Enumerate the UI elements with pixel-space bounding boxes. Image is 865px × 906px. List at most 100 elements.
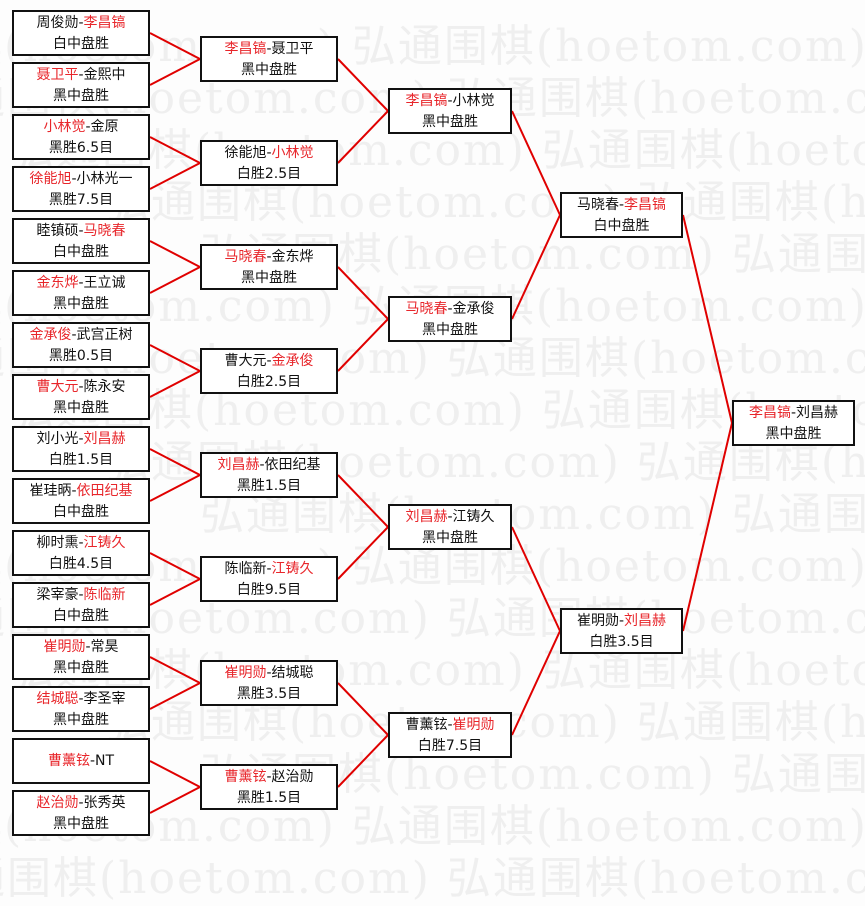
player-name: 金承俊 (452, 301, 495, 317)
player-name: 依田纪基 (264, 457, 321, 473)
match-box-round-1: 柳时熏-江铸久 白胜4.5目 (12, 530, 150, 576)
separator: - (447, 301, 453, 317)
connector-line (682, 422, 733, 632)
match-result: 黑胜1.5目 (236, 790, 302, 806)
match-box-round-1: 刘小光-刘昌赫 白胜1.5目 (12, 426, 150, 472)
match-box-round-5: 李昌镐-刘昌赫黑中盘胜 (732, 400, 855, 446)
watermark-text: 弘通围棋(hoetom.com) 弘通围棋(hoetom.com) 弘通围棋(h… (0, 853, 865, 904)
match-players: 刘昌赫-依田纪基 (202, 455, 336, 476)
separator: - (71, 327, 77, 343)
match-box-round-1: 小林觉-金原 黑胜6.5目 (12, 114, 150, 160)
player-name: 崔珪昞 (29, 483, 72, 499)
winner-name: 李昌镐 (83, 15, 126, 31)
match-box-round-1: 梁宰豪-陈临新白中盘胜 (12, 582, 150, 628)
match-players: 李昌镐-刘昌赫 (734, 403, 853, 424)
player-name: 金熙中 (83, 67, 126, 83)
separator: - (78, 15, 84, 31)
connector-line (149, 266, 201, 294)
winner-name: 金承俊 (271, 353, 314, 369)
match-players: 柳时熏-江铸久 (14, 533, 148, 554)
player-name: 王立诚 (83, 275, 126, 291)
connector-line (337, 734, 389, 788)
winner-name: 曹薰铉 (47, 753, 90, 769)
player-name: 梁宰豪 (36, 587, 79, 603)
match-box-round-2: 李昌镐-聂卫平 黑中盘胜 (200, 36, 338, 82)
match-result: 白中盘胜 (593, 218, 650, 234)
match-players: 马晓春-金承俊 (390, 299, 510, 320)
match-result: 黑中盘胜 (422, 530, 478, 546)
separator: - (78, 691, 84, 707)
match-result: 白中盘胜 (53, 244, 109, 260)
match-box-round-3: 刘昌赫-江铸久 黑中盘胜 (388, 504, 512, 550)
match-box-round-1: 崔明勋-常昊 黑中盘胜 (12, 634, 150, 680)
match-result: 白胜2.5目 (236, 166, 302, 182)
separator: - (78, 275, 84, 291)
match-players: 曹大元-陈永安 (14, 377, 148, 398)
connector-line (149, 32, 201, 60)
match-players: 马晓春-李昌镐 (562, 195, 681, 216)
match-players: 徐能旭-小林光一 (14, 169, 148, 190)
winner-name: 江铸久 (271, 561, 314, 577)
match-result: 黑中盘胜 (53, 816, 109, 832)
separator: - (266, 145, 272, 161)
separator: - (447, 509, 453, 525)
match-box-round-4: 崔明勋-刘昌赫 白胜3.5目 (560, 608, 683, 654)
connector-line (149, 162, 201, 190)
match-result: 白中盘胜 (53, 36, 109, 52)
match-result: 黑中盘胜 (53, 296, 109, 312)
winner-name: 小林觉 (43, 119, 86, 135)
player-name: 刘昌赫 (796, 405, 839, 421)
separator: - (71, 483, 77, 499)
separator: - (618, 197, 625, 213)
player-name: 武宫正树 (76, 327, 133, 343)
match-result: 白胜1.5目 (48, 452, 114, 468)
player-name: 小林觉 (452, 93, 495, 109)
match-result: 黑胜1.5目 (236, 478, 302, 494)
winner-name: 曹大元 (36, 379, 79, 395)
match-box-round-1: 结城聪-李圣宰 黑中盘胜 (12, 686, 150, 732)
match-result: 黑中盘胜 (241, 270, 297, 286)
match-result: 黑胜7.5目 (48, 192, 114, 208)
winner-name: 李昌镐 (624, 197, 667, 213)
match-result: 白中盘胜 (53, 504, 109, 520)
match-box-round-2: 崔明勋-结城聪 黑胜3.5目 (200, 660, 338, 706)
connector-line (337, 474, 389, 528)
player-name: 马晓春 (576, 197, 619, 213)
match-result: 白中盘胜 (53, 608, 109, 624)
connector-line (149, 448, 201, 476)
match-players: 陈临新-江铸久 (202, 559, 336, 580)
match-box-round-1: 赵治勋-张秀英 黑中盘胜 (12, 790, 150, 836)
player-name: 陈临新 (224, 561, 267, 577)
winner-name: 金承俊 (29, 327, 72, 343)
winner-name: 小林觉 (271, 145, 314, 161)
match-result: 黑胜6.5目 (48, 140, 114, 156)
match-box-round-2: 马晓春-金东烨 黑中盘胜 (200, 244, 338, 290)
connector-line (337, 526, 389, 580)
match-box-round-3: 曹薰铉-崔明勋 白胜7.5目 (388, 712, 512, 758)
match-players: 崔珪昞-依田纪基 (14, 481, 148, 502)
player-name: 陈永安 (83, 379, 126, 395)
winner-name: 聂卫平 (36, 67, 79, 83)
match-box-round-1: 曹薰铉-NT (12, 738, 150, 784)
match-box-round-2: 曹大元-金承俊 白胜2.5目 (200, 348, 338, 394)
player-name: 曹大元 (224, 353, 267, 369)
match-players: 周俊勋-李昌镐 (14, 13, 148, 34)
match-result: 黑胜0.5目 (48, 348, 114, 364)
winner-name: 刘昌赫 (83, 431, 126, 447)
connector-line (337, 266, 389, 320)
connector-line (682, 214, 733, 424)
separator: - (78, 431, 84, 447)
separator: - (78, 67, 84, 83)
connector-line (149, 58, 201, 86)
match-box-round-4: 马晓春-李昌镐白中盘胜 (560, 192, 683, 238)
winner-name: 刘昌赫 (624, 613, 667, 629)
match-players: 梁宰豪-陈临新 (14, 585, 148, 606)
match-result: 黑中盘胜 (53, 88, 109, 104)
winner-name: 马晓春 (405, 301, 448, 317)
match-result: 黑中盘胜 (765, 426, 822, 442)
match-result: 黑中盘胜 (422, 114, 478, 130)
match-players: 崔明勋-常昊 (14, 637, 148, 658)
player-name: 曹薰铉 (405, 717, 448, 733)
match-players: 李昌镐-聂卫平 (202, 39, 336, 60)
match-players: 曹薰铉-NT (14, 741, 148, 781)
